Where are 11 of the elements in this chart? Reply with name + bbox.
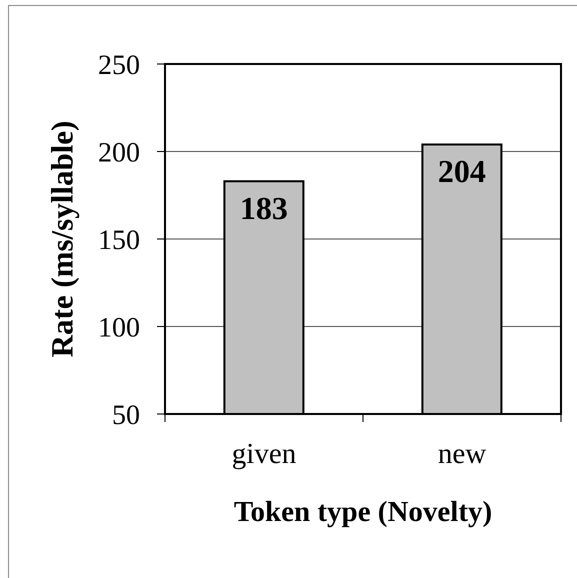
- y-tick-label: 250: [98, 50, 140, 81]
- data-label: 204: [438, 153, 486, 190]
- y-tick-label: 50: [112, 400, 140, 431]
- x-tick-label: given: [232, 438, 297, 470]
- y-tick-label: 200: [98, 137, 140, 168]
- data-label: 183: [240, 190, 288, 226]
- x-axis-title: Token type (Novelty): [234, 496, 492, 528]
- y-tick-label: 100: [98, 312, 140, 344]
- y-axis-title: Rate (ms/syllable): [44, 120, 80, 358]
- x-tick-label: new: [438, 438, 486, 470]
- y-tick-label: 150: [98, 224, 140, 256]
